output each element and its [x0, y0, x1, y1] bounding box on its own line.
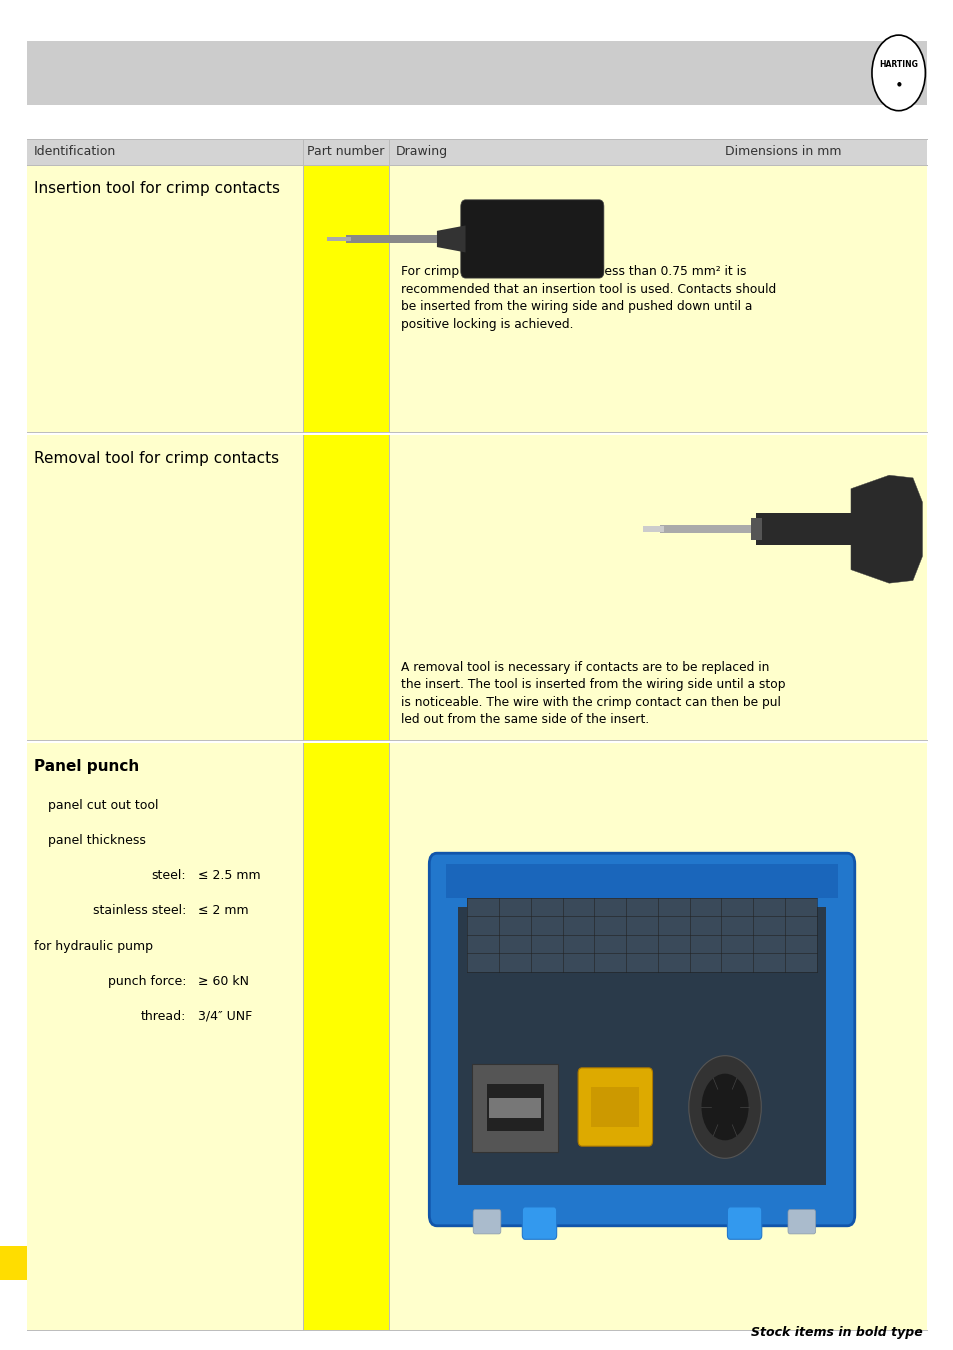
FancyBboxPatch shape — [522, 1207, 557, 1239]
FancyBboxPatch shape — [726, 1207, 760, 1239]
Text: Part number: Part number — [307, 146, 384, 158]
Text: for hydraulic pump: for hydraulic pump — [34, 940, 153, 953]
Bar — [27, 743, 926, 1330]
Text: Identification: Identification — [33, 146, 115, 158]
Circle shape — [871, 35, 924, 111]
Text: steel:: steel: — [152, 869, 186, 883]
Bar — [303, 165, 389, 432]
Bar — [489, 1098, 540, 1118]
Bar — [750, 518, 761, 540]
Bar — [659, 525, 755, 533]
Circle shape — [700, 1073, 748, 1141]
Polygon shape — [850, 475, 922, 583]
Bar — [27, 165, 926, 432]
Text: ●: ● — [896, 81, 900, 86]
Text: punch force:: punch force: — [108, 975, 186, 988]
Text: thread:: thread: — [140, 1010, 186, 1023]
Text: HARTING: HARTING — [879, 61, 917, 69]
Text: Stock items in bold type: Stock items in bold type — [750, 1326, 922, 1339]
Bar — [755, 513, 855, 545]
Text: panel cut out tool: panel cut out tool — [48, 799, 158, 813]
FancyBboxPatch shape — [460, 200, 603, 278]
Bar — [27, 435, 926, 740]
FancyBboxPatch shape — [578, 1068, 652, 1146]
Bar — [27, 40, 926, 105]
Bar — [327, 238, 351, 240]
Circle shape — [688, 1056, 760, 1158]
Text: Dimensions in mm: Dimensions in mm — [724, 146, 841, 158]
FancyBboxPatch shape — [429, 853, 854, 1226]
Polygon shape — [436, 225, 465, 252]
Bar — [457, 907, 825, 1185]
Text: Panel punch: Panel punch — [34, 759, 139, 774]
Bar — [0, 1246, 27, 1280]
Bar — [472, 1064, 558, 1152]
Bar — [446, 864, 837, 898]
Text: ≤ 2.5 mm: ≤ 2.5 mm — [198, 869, 261, 883]
Text: Insertion tool for crimp contacts: Insertion tool for crimp contacts — [34, 181, 280, 196]
Text: 3/4″ UNF: 3/4″ UNF — [198, 1010, 253, 1023]
Text: panel thickness: panel thickness — [48, 834, 146, 848]
Text: stainless steel:: stainless steel: — [92, 904, 186, 918]
Bar — [591, 1087, 639, 1127]
FancyBboxPatch shape — [473, 1210, 500, 1234]
Bar — [486, 1084, 543, 1131]
FancyBboxPatch shape — [787, 1210, 815, 1234]
Text: Drawing: Drawing — [395, 146, 448, 158]
Text: ≤ 2 mm: ≤ 2 mm — [198, 904, 249, 918]
Text: Removal tool for crimp contacts: Removal tool for crimp contacts — [34, 451, 279, 466]
Bar — [346, 235, 436, 243]
Text: A removal tool is necessary if contacts are to be replaced in
the insert. The to: A removal tool is necessary if contacts … — [400, 660, 784, 726]
Text: For crimp contacts with wires of less than 0.75 mm² it is
recommended that an in: For crimp contacts with wires of less th… — [400, 265, 775, 331]
Bar — [27, 139, 926, 165]
Text: ≥ 60 kN: ≥ 60 kN — [198, 975, 249, 988]
Bar — [303, 743, 389, 1330]
Bar — [303, 435, 389, 740]
Bar — [642, 526, 663, 532]
Bar — [467, 898, 816, 972]
